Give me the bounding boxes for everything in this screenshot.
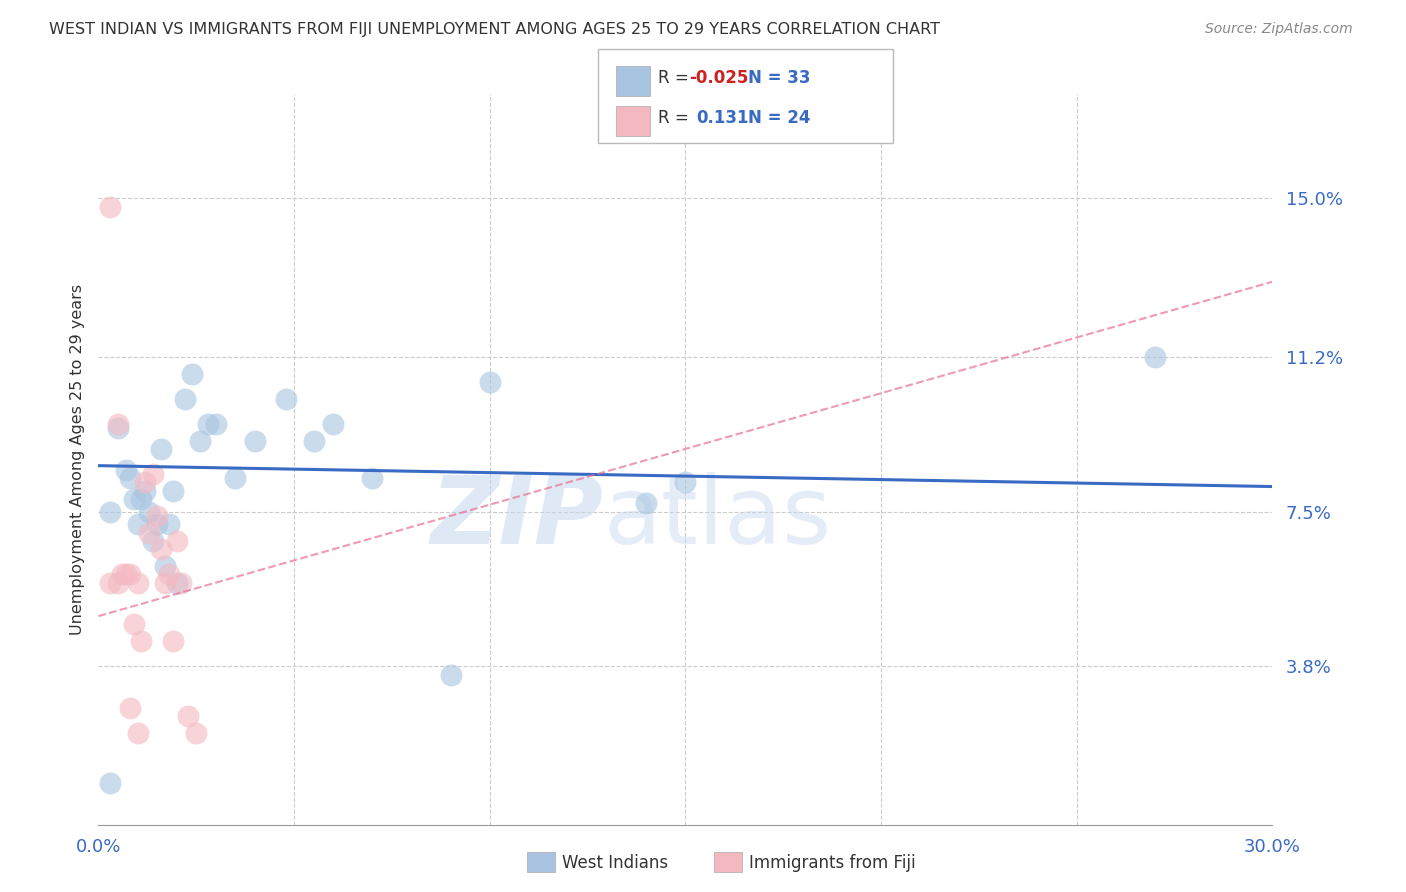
Point — [439, 667, 461, 681]
Point — [224, 471, 246, 485]
Point — [157, 517, 180, 532]
Point — [98, 575, 121, 590]
Point — [138, 505, 160, 519]
Point — [169, 575, 191, 590]
Point — [127, 575, 149, 590]
Point — [361, 471, 384, 485]
Point — [127, 726, 149, 740]
Point — [166, 575, 188, 590]
Point — [243, 434, 266, 448]
Text: Immigrants from Fiji: Immigrants from Fiji — [749, 854, 917, 871]
Point — [98, 505, 121, 519]
Text: WEST INDIAN VS IMMIGRANTS FROM FIJI UNEMPLOYMENT AMONG AGES 25 TO 29 YEARS CORRE: WEST INDIAN VS IMMIGRANTS FROM FIJI UNEM… — [49, 22, 941, 37]
Point — [1144, 350, 1167, 364]
Point — [98, 776, 121, 790]
Point — [131, 634, 153, 648]
Point — [114, 463, 136, 477]
Point — [322, 417, 344, 431]
Point — [142, 467, 165, 481]
Point — [205, 417, 228, 431]
Text: N = 33: N = 33 — [748, 70, 810, 87]
Point — [114, 567, 136, 582]
Point — [127, 517, 149, 532]
Point — [122, 617, 145, 632]
Text: N = 24: N = 24 — [748, 110, 810, 128]
Point — [134, 475, 156, 490]
Text: R =: R = — [658, 110, 695, 128]
Point — [162, 483, 184, 498]
Point — [153, 558, 176, 573]
Text: ZIP: ZIP — [430, 472, 603, 564]
Y-axis label: Unemployment Among Ages 25 to 29 years: Unemployment Among Ages 25 to 29 years — [69, 284, 84, 635]
Point — [131, 492, 153, 507]
Point — [146, 508, 169, 523]
Text: West Indians: West Indians — [562, 854, 668, 871]
Point — [276, 392, 298, 406]
Point — [118, 701, 141, 715]
Point — [181, 367, 204, 381]
Point — [186, 726, 208, 740]
Point — [142, 533, 165, 548]
Point — [118, 471, 141, 485]
Point — [162, 634, 184, 648]
Point — [107, 421, 129, 435]
Point — [98, 200, 121, 214]
Text: atlas: atlas — [603, 472, 831, 564]
Point — [134, 483, 156, 498]
Point — [107, 417, 129, 431]
Point — [122, 492, 145, 507]
Point — [197, 417, 219, 431]
Text: 0.131: 0.131 — [696, 110, 748, 128]
Point — [118, 567, 141, 582]
Text: Source: ZipAtlas.com: Source: ZipAtlas.com — [1205, 22, 1353, 37]
Text: -0.025: -0.025 — [689, 70, 748, 87]
Point — [675, 475, 697, 490]
Point — [636, 496, 658, 510]
Point — [173, 392, 195, 406]
Point — [157, 567, 180, 582]
Point — [153, 575, 176, 590]
Point — [302, 434, 325, 448]
Point — [150, 542, 173, 557]
Point — [107, 575, 129, 590]
Point — [188, 434, 211, 448]
Point — [111, 567, 134, 582]
Point — [166, 533, 188, 548]
Text: R =: R = — [658, 70, 695, 87]
Point — [150, 442, 173, 456]
Point — [138, 525, 160, 540]
Point — [146, 517, 169, 532]
Point — [478, 375, 501, 389]
Point — [177, 709, 200, 723]
